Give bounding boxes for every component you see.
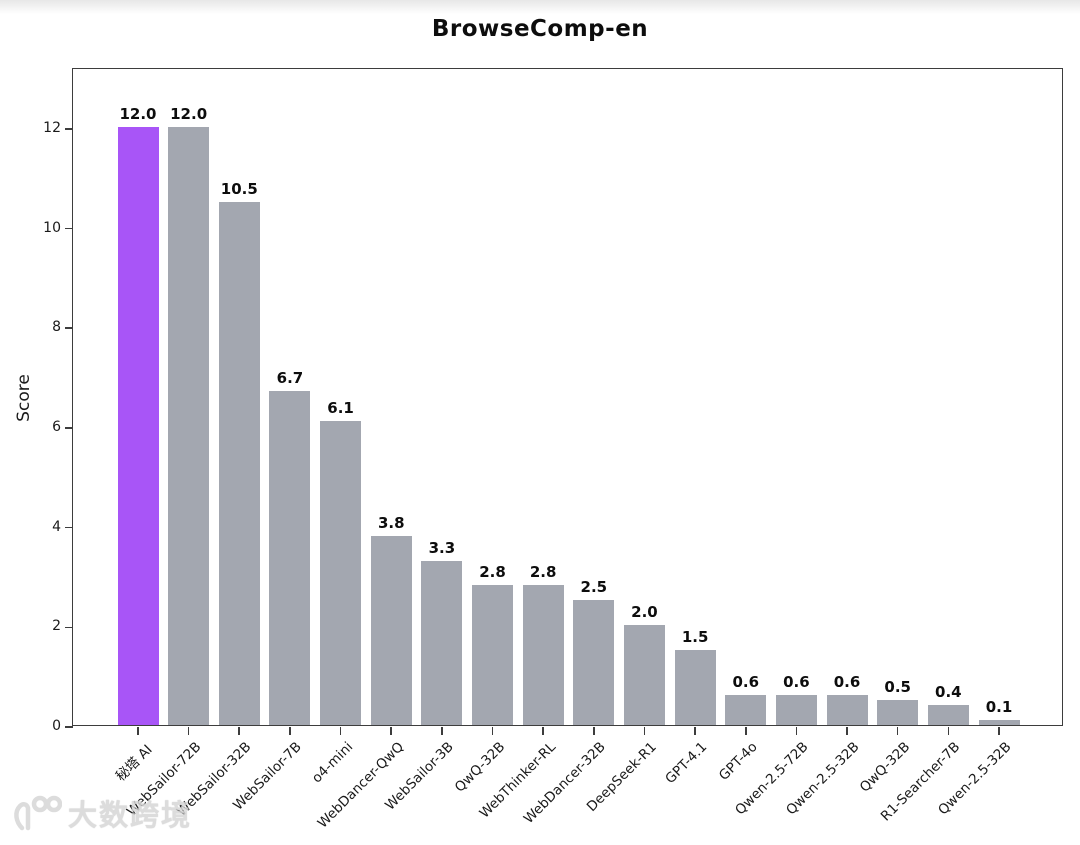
bar (472, 585, 514, 725)
y-tick-mark (65, 526, 73, 529)
x-tick-mark (744, 727, 747, 735)
x-tick-mark (238, 727, 241, 735)
x-tick-mark (289, 727, 291, 735)
bar-value-label: 2.5 (580, 578, 608, 597)
bar-value-label: 2.8 (479, 563, 506, 582)
chart-title: BrowseComp-en (431, 16, 649, 42)
bar (623, 625, 665, 725)
y-tick-label: 12 (43, 119, 61, 136)
plot-area: 0 2 4 6 8 10 12 12.0 秘塔 AI 12.0 WebSailor-72B 10.5 W… (43, 68, 1063, 831)
bar (522, 585, 564, 725)
bar (269, 391, 311, 725)
bar-value-label: 0.6 (833, 673, 861, 692)
x-tick-mark (998, 727, 1000, 735)
y-tick-label: 0 (52, 718, 61, 734)
x-tick-label: GPT-4.1 (662, 739, 711, 788)
top-gradient-band (0, 0, 1080, 14)
bar (320, 420, 362, 725)
bar-value-label: 0.1 (985, 698, 1013, 716)
y-tick-mark (65, 327, 73, 329)
x-tick-label: WebDancer-QwQ (314, 739, 407, 832)
y-tick-mark (65, 427, 73, 429)
y-tick-label: 2 (52, 618, 61, 635)
bar (775, 695, 817, 725)
x-tick-mark (542, 727, 544, 735)
x-tick-mark (441, 727, 443, 735)
y-tick-mark (65, 227, 73, 230)
x-tick-mark (593, 727, 595, 735)
bar (573, 600, 615, 725)
bar-value-label: 0.6 (783, 673, 810, 692)
x-tick-mark (795, 727, 798, 735)
bar (877, 700, 919, 725)
bar (168, 126, 210, 725)
bar (421, 560, 463, 725)
watermark: 大数跨境 (8, 792, 192, 834)
bar-value-label: 3.8 (377, 513, 405, 532)
bar (674, 650, 716, 725)
x-tick-mark (339, 727, 342, 735)
y-tick-mark (65, 626, 73, 629)
x-tick-mark (390, 727, 393, 735)
bar-value-label: 0.5 (884, 678, 911, 697)
x-tick-label: GPT-4o (716, 739, 762, 784)
y-tick-mark (65, 726, 73, 728)
x-tick-mark (694, 727, 696, 735)
y-tick-mark (65, 128, 73, 130)
bar-value-label: 2.8 (529, 563, 557, 582)
x-tick-label: o4-mini (308, 739, 356, 787)
y-tick-label: 10 (43, 219, 61, 236)
bar-value-label: 12.0 (119, 104, 157, 123)
x-tick-mark (643, 727, 646, 735)
bar (978, 720, 1020, 725)
bar (826, 695, 868, 725)
bar-value-label: 10.5 (220, 179, 258, 198)
bar (218, 201, 260, 725)
y-tick-label: 8 (52, 319, 61, 336)
x-tick-mark (187, 727, 190, 735)
bar-value-label: 0.6 (732, 673, 760, 692)
bar-value-label: 12.0 (170, 104, 208, 123)
bar (370, 535, 412, 725)
x-tick-mark (491, 727, 494, 735)
bar (927, 705, 969, 725)
y-axis-label: Score (14, 374, 34, 422)
x-tick-label: 秘塔 AI (113, 741, 157, 785)
bar-value-label: 1.5 (681, 628, 709, 647)
x-tick-mark (896, 727, 899, 735)
x-tick-mark (947, 727, 950, 735)
bar-highlight (117, 126, 159, 725)
x-tick-mark (846, 727, 848, 735)
y-tick-label: 4 (52, 518, 61, 535)
bar-value-label: 3.3 (428, 538, 456, 557)
bar-value-label: 6.7 (276, 369, 304, 387)
bar-value-label: 6.1 (327, 398, 354, 417)
bar (725, 695, 767, 725)
bar-value-label: 0.4 (935, 683, 962, 702)
y-tick-label: 6 (52, 418, 61, 435)
watermark-100-logo-icon (14, 795, 62, 831)
x-tick-mark (137, 727, 139, 735)
bar-value-label: 2.0 (631, 603, 658, 622)
